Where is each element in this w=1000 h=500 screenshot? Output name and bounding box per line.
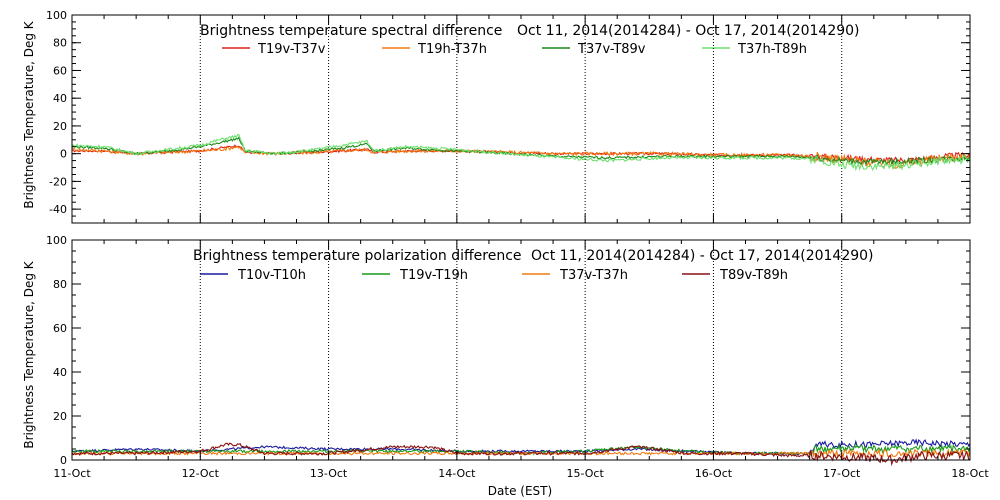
x-tick-label-12-oct: 12-Oct [182, 467, 220, 480]
panel1-legend: T19v-T37v T19h-T37h T37v-T89v T37h-T89h [222, 42, 807, 57]
panel1-frame [71, 14, 971, 224]
y-tick-label-40: 40 [53, 366, 67, 379]
x-tick-label-18-oct: 18-Oct [951, 467, 989, 480]
y-tick-label-0: 0 [60, 148, 67, 161]
panel1-plot: -40 -20 0 20 40 60 80 100 [46, 9, 971, 224]
series-line-t37v-t37h [71, 448, 971, 460]
y-tick-label--20: -20 [49, 175, 67, 188]
panel2-plot: 0 20 40 60 80 100 11-Oct 12-Oct 13-Oct 14-Oct 15-O… [46, 234, 989, 480]
series-line-t37h-t89h [71, 133, 971, 172]
panel2-subtitle: Oct 11, 2014(2014284) - Oct 17, 2014(201… [531, 248, 874, 264]
spectral-difference-panel: Brightness temperature spectral differen… [22, 20, 860, 208]
x-tick-label-16-oct: 16-Oct [695, 467, 733, 480]
y-tick-label--40: -40 [49, 203, 67, 216]
y-tick-label-100: 100 [46, 234, 67, 247]
polarization-difference-panel: Brightness temperature polarization diff… [22, 248, 874, 449]
y-tick-label-0: 0 [60, 454, 67, 467]
panel2-ylabel: Brightness Temperature, Deg K [22, 260, 36, 448]
series-line-t19h-t37h [71, 145, 971, 169]
y-tick-label-100: 100 [46, 9, 67, 22]
legend-label-t37v-t37h: T37v-T37h [559, 268, 628, 283]
legend-label-t19v-t37v: T19v-T37v [257, 42, 326, 57]
legend-label-t89v-t89h: T89v-T89h [719, 268, 788, 283]
series-line-t89v-t89h [71, 442, 971, 467]
x-tick-label-15-oct: 15-Oct [566, 467, 604, 480]
x-tick-label-17-oct: 17-Oct [823, 467, 861, 480]
legend-label-t19v-t19h: T19v-T19h [399, 268, 468, 283]
panel1-subtitle: Oct 11, 2014(2014284) - Oct 17, 2014(201… [517, 23, 860, 39]
x-tick-label-14-oct: 14-Oct [438, 467, 476, 480]
y-tick-label-20: 20 [53, 410, 67, 423]
legend-label-t10v-t10h: T10v-T10h [237, 268, 306, 283]
x-tick-label-13-oct: 13-Oct [310, 467, 348, 480]
legend-label-t37h-t89h: T37h-T89h [737, 42, 807, 57]
y-tick-label-80: 80 [53, 278, 67, 291]
panel1-ylabel: Brightness Temperature, Deg K [22, 20, 36, 208]
legend-label-t19h-t37h: T19h-T37h [417, 42, 487, 57]
y-tick-label-80: 80 [53, 37, 67, 50]
x-axis-label: Date (EST) [488, 484, 552, 498]
panel2-frame [71, 239, 971, 461]
panel2-title: Brightness temperature polarization diff… [193, 248, 522, 264]
y-tick-label-60: 60 [53, 64, 67, 77]
legend-label-t37v-t89v: T37v-T89v [577, 42, 646, 57]
y-tick-label-60: 60 [53, 322, 67, 335]
x-tick-label-11-oct: 11-Oct [53, 467, 91, 480]
panel2-legend: T10v-T10h T19v-T19h T37v-T37h T89v-T89h [200, 268, 788, 283]
panel1-title: Brightness temperature spectral differen… [200, 23, 502, 39]
y-tick-label-40: 40 [53, 92, 67, 105]
y-tick-label-20: 20 [53, 120, 67, 133]
